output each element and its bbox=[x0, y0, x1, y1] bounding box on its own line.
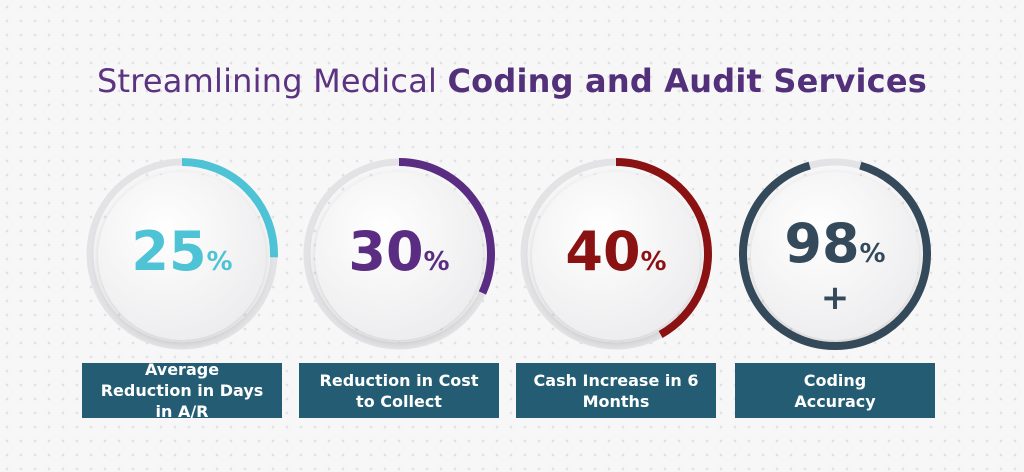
stat-label-text: Cash Increase in 6 Months bbox=[533, 370, 699, 411]
disc bbox=[315, 172, 483, 340]
stat-label-text: Coding Accuracy bbox=[794, 370, 876, 411]
progress-ring bbox=[86, 158, 278, 350]
title-regular: Streamlining Medical bbox=[97, 62, 448, 100]
stat-label: Coding Accuracy bbox=[735, 363, 935, 418]
disc bbox=[98, 172, 266, 340]
plus-sign: + bbox=[820, 278, 850, 318]
disc bbox=[751, 172, 919, 340]
title-bold: Coding and Audit Services bbox=[447, 62, 927, 100]
stat-value: 98% bbox=[725, 214, 945, 284]
stat-number: 30 bbox=[348, 220, 424, 283]
percent-sign: % bbox=[206, 247, 233, 277]
progress-ring bbox=[739, 158, 931, 350]
stat-coding-accuracy: 98% + Coding Accuracy bbox=[725, 150, 945, 430]
progress-arc bbox=[398, 158, 495, 295]
stat-cost-to-collect: 30% Reduction in Cost to Collect bbox=[289, 150, 509, 430]
stat-label: Cash Increase in 6 Months bbox=[516, 363, 716, 418]
progress-ring bbox=[520, 158, 712, 350]
stat-label-text: Reduction in Cost to Collect bbox=[319, 370, 479, 411]
disc bbox=[532, 172, 700, 340]
stat-days-in-ar: 25% Average Reduction in Days in A/R bbox=[72, 150, 292, 430]
progress-arc bbox=[181, 158, 278, 258]
stat-value: 25% bbox=[72, 222, 292, 292]
percent-sign: % bbox=[423, 247, 450, 277]
stat-number: 98 bbox=[784, 212, 860, 275]
percent-sign: % bbox=[859, 239, 886, 269]
progress-arc bbox=[615, 158, 712, 338]
percent-sign: % bbox=[640, 247, 667, 277]
stat-label: Average Reduction in Days in A/R bbox=[82, 360, 282, 421]
stat-label: Reduction in Cost to Collect bbox=[299, 363, 499, 418]
stat-value: 40% bbox=[506, 222, 726, 292]
stat-value: 30% bbox=[289, 222, 509, 292]
stat-cash-increase: 40% Cash Increase in 6 Months bbox=[506, 150, 726, 430]
stat-number: 25 bbox=[131, 220, 207, 283]
page-title: Streamlining Medical Coding and Audit Se… bbox=[0, 62, 1024, 100]
stat-number: 40 bbox=[565, 220, 641, 283]
stat-label-text: Average Reduction in Days in A/R bbox=[100, 360, 264, 421]
progress-arc bbox=[739, 161, 931, 350]
progress-ring bbox=[303, 158, 495, 350]
